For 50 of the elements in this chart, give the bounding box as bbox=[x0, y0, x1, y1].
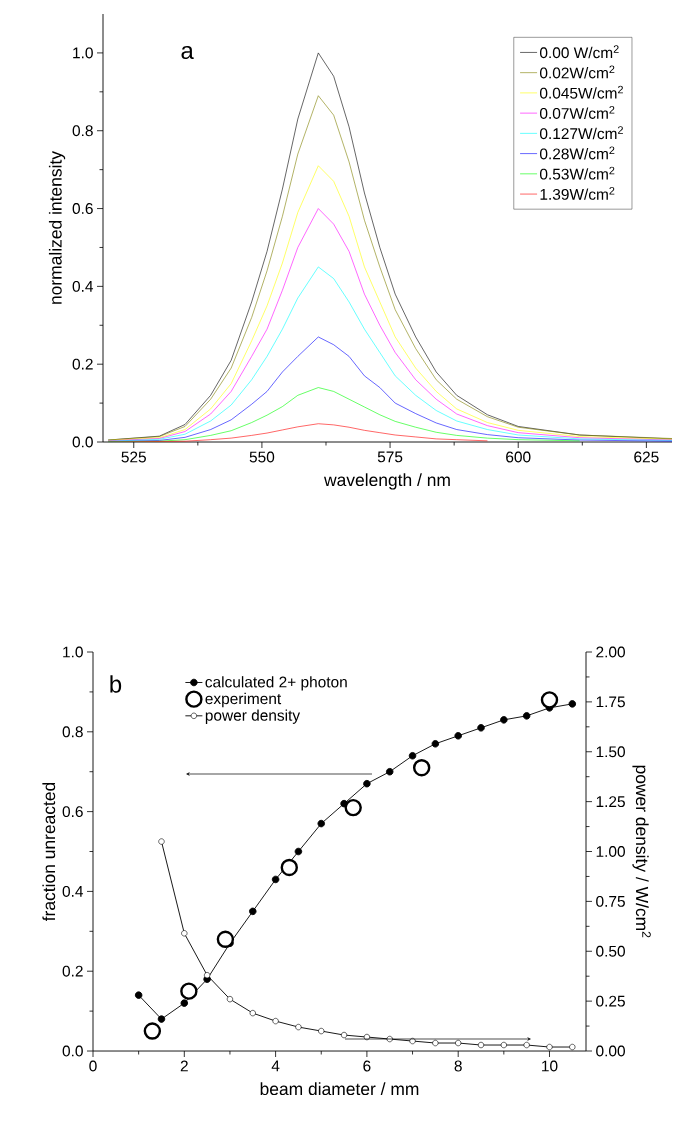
x-tick-label: 575 bbox=[377, 451, 403, 463]
x-axis-title: beam diameter / mm bbox=[260, 1082, 419, 1096]
y2-tick-label: 0.25 bbox=[596, 995, 625, 1007]
y2-tick-label: 1.25 bbox=[596, 796, 625, 808]
x-tick-label: 6 bbox=[363, 1060, 371, 1072]
y2-tick-label: 2.00 bbox=[596, 646, 625, 658]
legend-label: 0.02W/cm$^{2}$ bbox=[539, 65, 615, 79]
legend-label: power density bbox=[205, 709, 301, 724]
legend-label: 0.28W/cm$^{2}$ bbox=[539, 146, 615, 160]
x-tick-label: 625 bbox=[634, 451, 659, 463]
y-tick-label: 0.0 bbox=[62, 1045, 83, 1057]
annotation: b bbox=[110, 675, 122, 693]
legend-label: 0.045W/cm$^{2}$ bbox=[539, 85, 623, 99]
legend-label: 1.39W/cm$^{2}$ bbox=[540, 186, 615, 200]
x-tick-label: 2 bbox=[180, 1060, 188, 1072]
x-tick-label: 4 bbox=[271, 1060, 280, 1072]
legend-label: 0.07W/cm$^{2}$ bbox=[539, 106, 615, 119]
y-axis-title: normalized intensity bbox=[48, 151, 66, 304]
y2-axis-title: power density / W/cm$^{2}$ bbox=[632, 765, 651, 938]
y-tick-label: 1.0 bbox=[63, 646, 83, 658]
x-tick-label: 600 bbox=[506, 451, 531, 463]
annotation: a bbox=[181, 45, 194, 60]
y-tick-label: 0.4 bbox=[62, 885, 84, 897]
legend-label: 0.127W/cm$^{2}$ bbox=[539, 126, 623, 140]
legend-label: 0.00 W/cm$^{2}$ bbox=[539, 45, 619, 59]
legend-label: calculated 2+ photon bbox=[205, 676, 347, 691]
y-tick-label: 0.0 bbox=[72, 436, 93, 448]
legend-label: 0.53W/cm$^{2}$ bbox=[539, 166, 615, 180]
y-tick-label: 0.6 bbox=[72, 203, 93, 215]
y2-tick-label: 0.75 bbox=[596, 895, 625, 907]
y2-tick-label: 1.00 bbox=[596, 846, 625, 857]
y-tick-label: 0.8 bbox=[72, 125, 93, 137]
x-tick-label: 0 bbox=[89, 1060, 97, 1072]
y2-tick-label: 0.50 bbox=[596, 945, 625, 957]
x-axis-title: wavelength / nm bbox=[323, 473, 450, 490]
y2-tick-label: 1.50 bbox=[596, 746, 625, 758]
y-tick-label: 0.2 bbox=[72, 358, 93, 370]
x-tick-label: 525 bbox=[121, 451, 146, 463]
y2-tick-label: 0.00 bbox=[596, 1045, 625, 1057]
y-tick-label: 1.0 bbox=[73, 47, 93, 59]
x-tick-label: 10 bbox=[542, 1060, 558, 1072]
y-tick-label: 0.8 bbox=[62, 726, 83, 738]
y-tick-label: 0.2 bbox=[62, 965, 83, 977]
y2-tick-label: 1.75 bbox=[596, 696, 625, 708]
y-tick-label: 0.4 bbox=[72, 280, 94, 292]
x-tick-label: 550 bbox=[249, 451, 275, 463]
y-tick-label: 0.6 bbox=[62, 806, 83, 818]
y-axis-title: fraction unreacted bbox=[42, 782, 56, 922]
x-tick-label: 8 bbox=[454, 1060, 462, 1072]
legend-label: experiment bbox=[205, 692, 282, 708]
